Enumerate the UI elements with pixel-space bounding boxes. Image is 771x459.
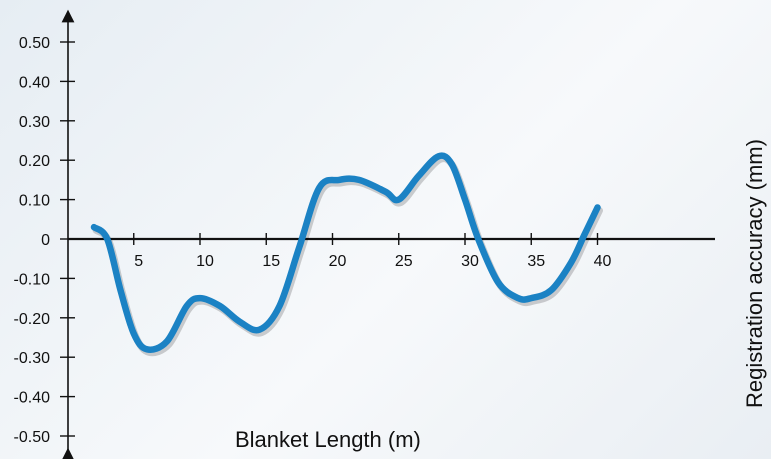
x-tick-label: 20 [329,253,347,270]
y-axis-title: Registration accuracy (mm) [742,139,767,408]
y-tick-label: -0.10 [14,271,51,288]
y-tick-label: 0.10 [19,193,50,210]
x-tick-label: 35 [527,253,545,270]
x-tick-label: 30 [461,253,479,270]
y-tick-label: -0.30 [14,350,51,367]
y-tick-label: 0.50 [19,35,50,52]
x-tick-label: 15 [262,253,280,270]
y-tick-label: -0.20 [14,311,51,328]
y-tick-label: 0.30 [19,114,50,131]
x-tick-label: 25 [395,253,413,270]
y-tick-label: 0.40 [19,74,50,91]
series-group [90,152,603,357]
x-axis: 5 10 15 20 25 30 35 40 [68,233,715,270]
x-tick-label: 40 [594,253,612,270]
y-axis: 0.50 0.40 0.30 0.20 0.10 0 -0.10 -0.20 -0.30 -0.4… [14,9,75,459]
x-tick-label: 5 [134,253,143,270]
x-axis-title: Blanket Length (m) [235,427,421,452]
y-tick-label: 0.20 [19,153,50,170]
y-tick-label: -0.40 [14,390,51,407]
y-tick-label: -0.50 [14,429,51,446]
x-tick-label: 10 [196,253,214,270]
y-tick-label: 0 [41,232,50,249]
series-line-shadow [92,155,603,357]
series-line [90,152,601,353]
